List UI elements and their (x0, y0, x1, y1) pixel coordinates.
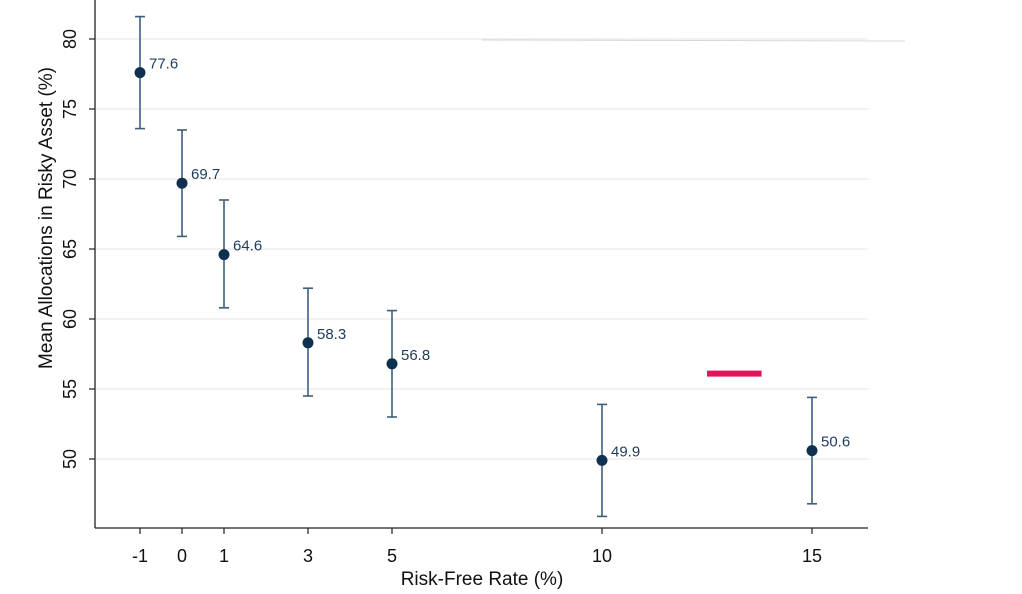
x-axis-title: Risk-Free Rate (%) (401, 569, 564, 590)
annotation-mark-bar (707, 370, 762, 377)
y-tick-label: 75 (60, 99, 80, 119)
faint-top-line (481, 39, 906, 42)
x-tick-label: 15 (802, 546, 822, 566)
grid-lines (95, 38, 868, 460)
y-tick-label: 60 (60, 309, 80, 329)
data-label: 64.6 (233, 238, 262, 255)
y-tick-label: 50 (60, 449, 80, 469)
x-tick-label: 3 (303, 546, 313, 566)
x-tick-label: 5 (387, 546, 397, 566)
x-axis-ticks: -1 0 1 3 5 10 15 (132, 528, 822, 566)
data-point (218, 249, 230, 261)
data-point (176, 177, 188, 189)
x-tick-label: 10 (592, 546, 612, 566)
y-axis-ticks: 50 55 60 65 70 75 80 (60, 29, 95, 469)
y-tick-label: 65 (60, 239, 80, 259)
faint-line (481, 39, 906, 42)
y-tick-label: 70 (60, 169, 80, 189)
data-point (806, 445, 818, 457)
y-tick-label: 55 (60, 379, 80, 399)
annotation-mark (707, 370, 762, 377)
y-axis-title: Mean Allocations in Risky Asset (%) (36, 67, 57, 369)
data-label: 77.6 (149, 56, 178, 73)
error-bars (135, 15, 817, 518)
data-points (134, 67, 818, 466)
data-point (386, 358, 398, 370)
data-label: 56.8 (401, 347, 430, 364)
data-label: 58.3 (317, 326, 346, 343)
data-label: 49.9 (611, 443, 640, 460)
data-point (302, 337, 314, 349)
data-label: 69.7 (191, 166, 220, 183)
data-point (134, 67, 146, 79)
x-tick-label: -1 (132, 546, 148, 566)
x-tick-label: 1 (219, 546, 229, 566)
data-label: 50.6 (821, 434, 850, 451)
axes (94, 0, 868, 529)
x-tick-label: 0 (177, 546, 187, 566)
y-tick-label: 80 (60, 29, 80, 49)
data-labels: 77.6 69.7 64.6 58.3 56.8 49.9 50.6 (149, 56, 850, 461)
data-point (596, 454, 608, 466)
